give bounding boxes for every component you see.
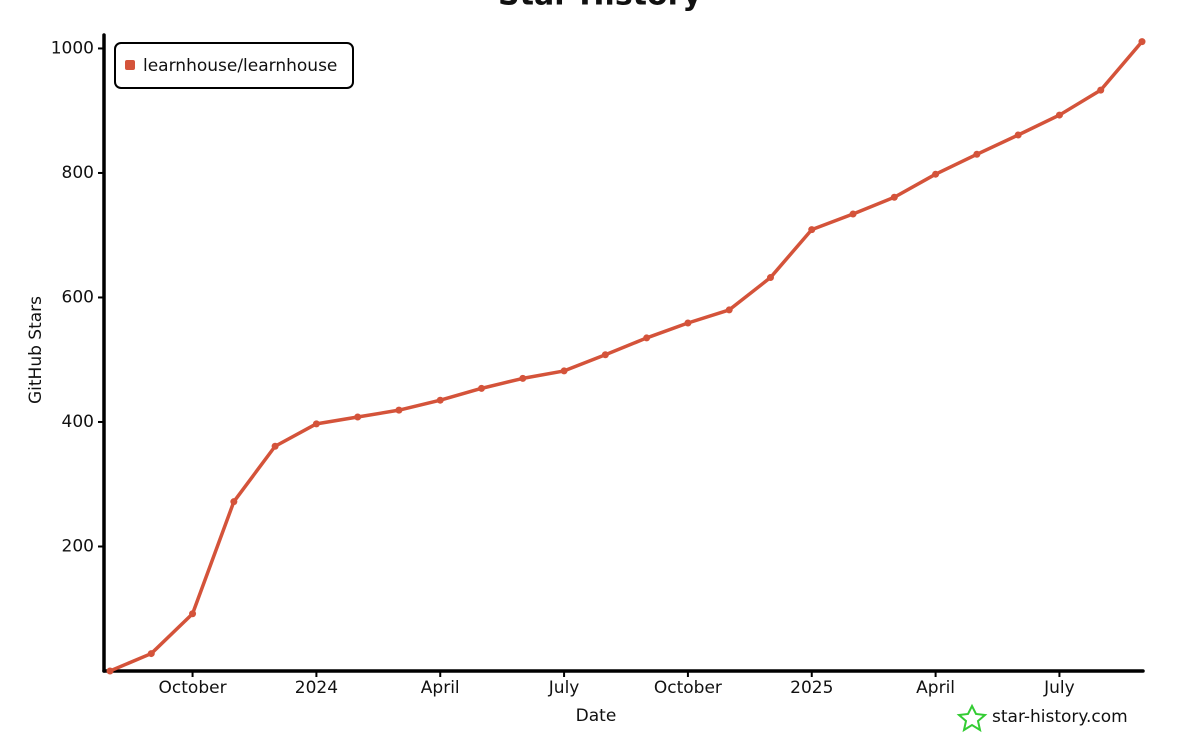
- data-point: [766, 274, 774, 282]
- data-point: [643, 334, 651, 342]
- data-point: [684, 319, 692, 327]
- legend-label: learnhouse/learnhouse: [143, 56, 337, 76]
- x-tick-label: 2024: [295, 678, 338, 698]
- x-tick-label: April: [421, 678, 460, 698]
- y-tick-label: 600: [62, 287, 94, 307]
- data-point: [890, 193, 898, 201]
- data-point: [932, 170, 940, 178]
- data-point: [478, 384, 486, 392]
- data-point: [147, 650, 155, 658]
- y-axis-label: GitHub Stars: [26, 296, 46, 404]
- series-line: [109, 40, 1144, 673]
- data-point: [312, 420, 320, 428]
- data-point: [354, 413, 362, 421]
- data-point: [973, 150, 981, 158]
- y-tick-label: 1000: [51, 38, 94, 58]
- watermark-icon: [956, 703, 988, 733]
- x-tick-label: July: [1043, 678, 1075, 698]
- data-point: [1097, 86, 1105, 94]
- data-point: [1014, 131, 1022, 139]
- data-point: [1138, 38, 1146, 46]
- data-point: [189, 610, 197, 618]
- data-point: [271, 442, 279, 450]
- y-tick-label: 400: [62, 412, 94, 432]
- legend-swatch: [125, 60, 135, 70]
- x-tick-label: 2025: [790, 678, 833, 698]
- x-tick-label: October: [654, 678, 722, 698]
- data-point: [519, 374, 527, 382]
- data-point: [395, 406, 403, 414]
- data-point: [725, 306, 733, 314]
- y-tick-label: 200: [62, 536, 94, 556]
- watermark-text: star-history.com: [992, 707, 1128, 727]
- data-point: [106, 667, 114, 675]
- data-point: [1055, 111, 1063, 119]
- data-point: [230, 498, 238, 506]
- data-point: [808, 226, 816, 234]
- x-axis-label: Date: [576, 706, 617, 726]
- data-point: [560, 367, 568, 375]
- chart-title: Star History: [498, 0, 702, 13]
- data-point: [436, 396, 444, 404]
- x-tick-label: April: [916, 678, 955, 698]
- x-tick-label: October: [159, 678, 227, 698]
- legend-box: [114, 42, 354, 89]
- data-point: [601, 351, 609, 359]
- data-point: [849, 210, 857, 218]
- watermark: star-history.com: [956, 703, 1128, 733]
- x-tick-label: July: [548, 678, 580, 698]
- y-tick-label: 800: [62, 163, 94, 183]
